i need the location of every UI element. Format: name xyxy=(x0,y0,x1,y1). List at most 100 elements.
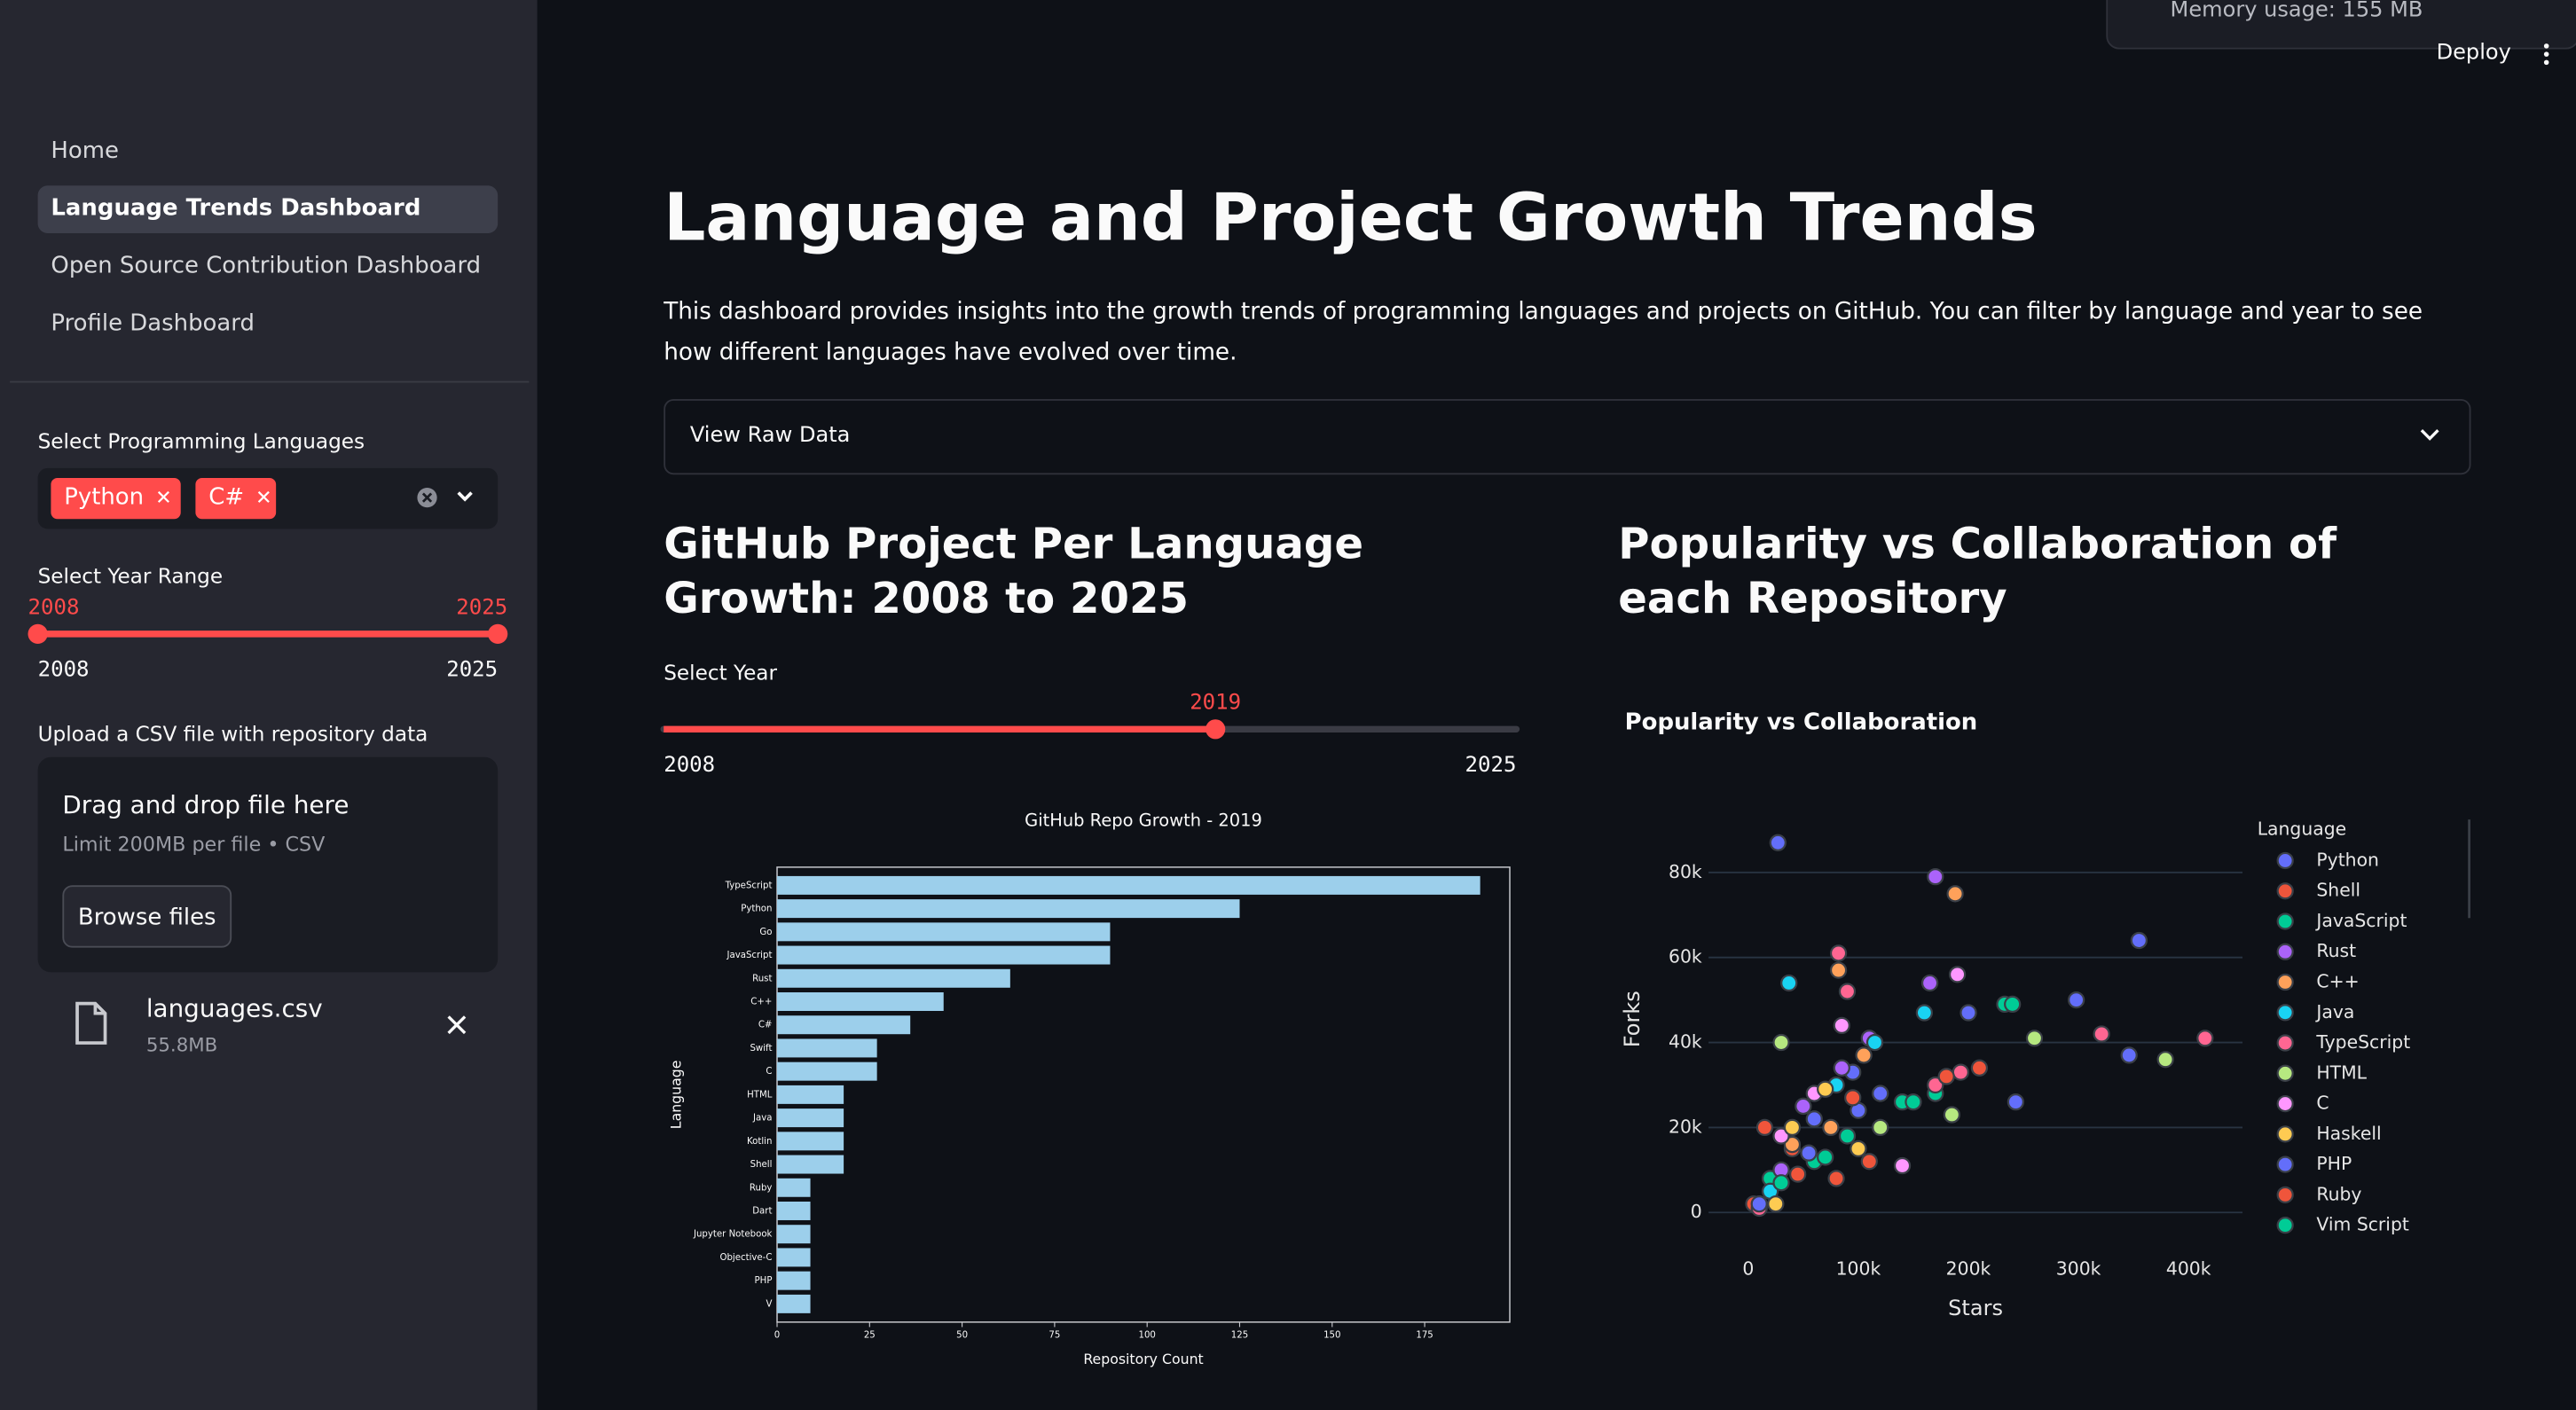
slider-thumb[interactable] xyxy=(27,623,48,645)
legend-marker[interactable] xyxy=(2276,882,2294,900)
browse-button[interactable]: Browse files xyxy=(62,885,232,948)
expander-label: View Raw Data xyxy=(689,423,851,449)
y-tick-label: Objective-C xyxy=(719,1253,772,1263)
bar-chart: GitHub Repo Growth - 2019 0 25 50 75 100 125 15… xyxy=(668,811,1511,1367)
legend-label[interactable]: HTML xyxy=(2316,1061,2367,1083)
scatter-chart: Popularity vs Collaboration 0 20k 40k 60k 80k… xyxy=(1620,709,2471,1320)
legend-marker[interactable] xyxy=(2276,973,2294,991)
x-tick-label: 100 xyxy=(1138,1331,1155,1341)
legend-marker[interactable] xyxy=(2276,851,2294,870)
chip[interactable]: C# ✕ xyxy=(195,477,277,520)
remove-file[interactable] xyxy=(445,1014,468,1037)
bar xyxy=(777,968,1010,988)
legend-label[interactable]: JavaScript xyxy=(2314,910,2407,931)
scatter-point xyxy=(1767,1195,1785,1213)
legend-label[interactable]: PHP xyxy=(2316,1153,2352,1174)
legend-label[interactable]: C xyxy=(2316,1093,2329,1114)
legend-marker[interactable] xyxy=(2276,1004,2294,1022)
scatter-point xyxy=(1970,1059,1989,1077)
file-icon xyxy=(75,1001,107,1045)
scatter-point xyxy=(1800,1144,1818,1162)
scatter-point xyxy=(1865,1033,1884,1052)
slider-thumb[interactable] xyxy=(1206,719,1226,740)
memory-text: Memory usage: 155 MB xyxy=(2170,0,2423,23)
scatter-point xyxy=(2025,1030,2044,1047)
scatter-point xyxy=(1872,1085,1889,1102)
y-tick-label: Ruby xyxy=(750,1183,773,1193)
scatter-point xyxy=(1783,1135,1802,1154)
legend-label[interactable]: Java xyxy=(2314,1001,2354,1022)
scatter-point xyxy=(1750,1195,1768,1213)
legend-marker[interactable] xyxy=(2276,1216,2294,1234)
scatter-point xyxy=(2196,1030,2214,1047)
slider-value: 2025 xyxy=(456,594,507,619)
scatter-point xyxy=(1927,868,1944,886)
scatter-point xyxy=(2007,1093,2025,1111)
y-tick-label: Java xyxy=(752,1114,773,1124)
nav-item[interactable]: Home xyxy=(51,137,119,165)
nav-item[interactable]: Profile Dashboard xyxy=(51,310,255,337)
expander[interactable]: View Raw Data xyxy=(664,399,2471,475)
legend-marker[interactable] xyxy=(2276,913,2294,930)
upload-label: Upload a CSV file with repository data xyxy=(37,721,428,746)
legend-label[interactable]: Python xyxy=(2316,849,2379,870)
legend-label[interactable]: C++ xyxy=(2316,971,2359,992)
scatter-point xyxy=(1915,1004,1934,1022)
y-tick-label: V xyxy=(766,1299,772,1309)
nav-item[interactable]: Language Trends Dashboard xyxy=(37,185,499,233)
scatter-point xyxy=(1946,885,1964,903)
slider-value: 2008 xyxy=(27,594,79,619)
legend-marker[interactable] xyxy=(2276,943,2294,960)
slider-label: Select Year xyxy=(664,660,778,685)
scatter-point xyxy=(2068,991,2085,1009)
scatter-point xyxy=(1827,1170,1845,1187)
scatter-point xyxy=(1783,1118,1802,1137)
legend-label[interactable]: Vim Script xyxy=(2316,1214,2409,1235)
legend-marker[interactable] xyxy=(2276,1125,2294,1143)
x-tick-label: 300k xyxy=(2056,1258,2101,1280)
y-tick-label: PHP xyxy=(755,1276,773,1286)
menu-button[interactable] xyxy=(2540,41,2553,67)
y-tick-label: C++ xyxy=(750,998,772,1007)
select-label: Select Programming Languages xyxy=(37,428,365,454)
slider-value: 2019 xyxy=(1190,690,1241,715)
legend-label[interactable]: TypeScript xyxy=(2315,1031,2410,1053)
range-slider: 2008 2025 2008 2025 xyxy=(0,591,538,690)
bar xyxy=(777,992,944,1011)
y-tick-label: Jupyter Notebook xyxy=(693,1230,773,1240)
scatter-point xyxy=(1795,1097,1812,1116)
legend-marker[interactable] xyxy=(2276,1094,2294,1113)
select-icons[interactable] xyxy=(411,483,480,516)
scatter-point xyxy=(1822,1118,1840,1137)
bar xyxy=(777,1178,811,1197)
legend-marker[interactable] xyxy=(2276,1034,2294,1052)
legend-label[interactable]: Haskell xyxy=(2316,1123,2381,1144)
scatter-point xyxy=(1772,1127,1790,1145)
chip[interactable]: Python ✕ xyxy=(51,477,181,520)
legend-marker[interactable] xyxy=(2276,1186,2294,1203)
legend-marker[interactable] xyxy=(2276,1064,2294,1082)
scatter-point xyxy=(1829,944,1848,962)
nav-item[interactable]: Open Source Contribution Dashboard xyxy=(51,253,482,279)
bar xyxy=(777,1132,844,1151)
divider xyxy=(10,380,530,383)
limit-text: Limit 200MB per file • CSV xyxy=(62,832,326,856)
deploy-button[interactable]: Deploy xyxy=(2436,41,2511,67)
slider-min: 2008 xyxy=(38,657,90,682)
scatter-point xyxy=(1937,1068,1955,1085)
page-title: Language and Project Growth Trends xyxy=(664,180,2038,256)
dropzone[interactable]: Drag and drop file here Limit 200MB per … xyxy=(37,756,499,973)
scatter-point xyxy=(2120,1046,2138,1064)
y-tick-label: 60k xyxy=(1669,946,1702,967)
legend-label[interactable]: Rust xyxy=(2316,940,2356,961)
slider-thumb[interactable] xyxy=(488,623,508,645)
scatter-point xyxy=(1789,1165,1807,1183)
legend-label[interactable]: Ruby xyxy=(2316,1183,2361,1204)
legend-label[interactable]: Shell xyxy=(2316,880,2360,901)
bar xyxy=(777,875,1480,895)
scatter-point xyxy=(1855,1046,1873,1064)
legend-marker[interactable] xyxy=(2276,1155,2294,1173)
bar xyxy=(777,945,1111,965)
drop-text: Drag and drop file here xyxy=(62,789,349,820)
